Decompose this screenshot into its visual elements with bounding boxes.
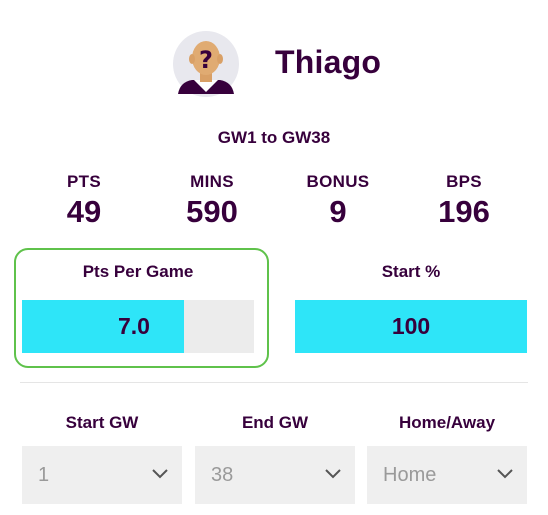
start-gw-label: Start GW <box>65 413 139 432</box>
stat-label: MINS <box>190 172 234 191</box>
end-gw-select[interactable]: 38 <box>195 446 355 504</box>
player-name: Thiago <box>275 44 382 80</box>
stat-value: 49 <box>66 194 102 229</box>
home-away-label: Home/Away <box>398 413 496 432</box>
end-gw-label: End GW <box>241 413 309 432</box>
start-percent-bar: 100 <box>295 300 527 353</box>
stat-mins: MINS 590 <box>152 172 272 230</box>
start-percent-bar-fill <box>295 300 527 353</box>
pts-per-game-bar-fill <box>22 300 185 353</box>
stat-label: PTS <box>67 172 101 191</box>
stat-value: 590 <box>186 194 238 229</box>
stat-bps: BPS 196 <box>404 172 524 230</box>
chevron-down-icon <box>325 469 341 479</box>
stat-label: BPS <box>446 172 482 191</box>
stats-row: PTS 49 MINS 590 BONUS 9 BPS 196 <box>0 172 548 232</box>
pts-per-game-value: 7.0 <box>118 313 150 339</box>
unknown-player-icon: ? <box>173 31 239 97</box>
gameweek-range: GW1 to GW38 <box>217 128 331 147</box>
home-away-select[interactable]: Home <box>367 446 527 504</box>
pts-per-game-label: Pts Per Game <box>82 262 194 281</box>
end-gw-value: 38 <box>211 464 234 486</box>
home-away-value: Home <box>383 464 437 486</box>
stat-pts: PTS 49 <box>24 172 144 230</box>
stat-value: 9 <box>329 194 347 229</box>
stat-value: 196 <box>438 194 490 229</box>
start-gw-select[interactable]: 1 <box>22 446 182 504</box>
start-gw-value: 1 <box>38 464 50 486</box>
divider <box>20 382 528 383</box>
start-percent-label: Start % <box>381 262 441 281</box>
stat-bonus: BONUS 9 <box>278 172 398 230</box>
chevron-down-icon <box>497 469 513 479</box>
pts-per-game-bar: 7.0 <box>22 300 254 353</box>
stat-label: BONUS <box>306 172 370 191</box>
player-header: ? Thiago <box>0 24 548 104</box>
chevron-down-icon <box>152 469 168 479</box>
pts-per-game-highlight <box>14 248 269 368</box>
svg-text:?: ? <box>199 46 213 74</box>
start-percent-value: 100 <box>391 313 431 339</box>
